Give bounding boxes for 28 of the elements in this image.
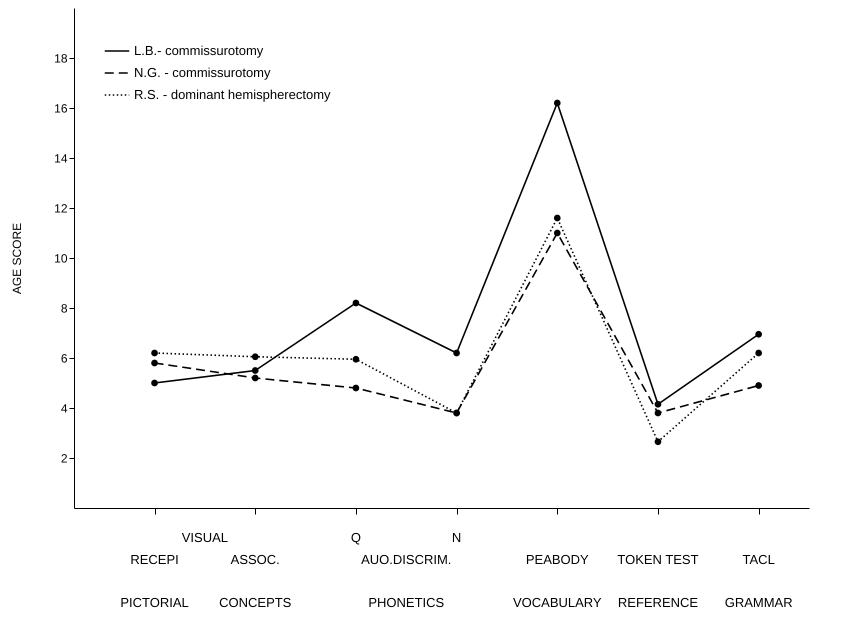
x-tick-label: RECEPI — [130, 552, 179, 567]
text: AUO.DISCRIM. — [361, 552, 452, 567]
y-tick-label: 16 — [54, 102, 68, 116]
text: VOCABULARY — [512, 595, 602, 610]
x-tick-label: PEABODY — [526, 552, 590, 567]
text: REFERENCE — [618, 595, 698, 610]
x-tick-label: Q — [350, 530, 361, 545]
y-tick-label: 12 — [54, 202, 68, 216]
text: CONCEPTS — [219, 595, 292, 610]
y-axis-title: AGE SCORE — [10, 222, 24, 294]
legend-label: N.G. - commissurotomy — [134, 65, 272, 80]
y-tick-label: 2 — [60, 452, 68, 466]
y-tick-label: 10 — [54, 252, 68, 266]
y-tick-label: 8 — [60, 302, 68, 316]
y-tick-label: 14 — [54, 152, 68, 166]
y-tick-label: 4 — [60, 402, 68, 416]
legend-label: L.B.- commissurotomy — [134, 43, 264, 58]
legend-label: R.S. - dominant hemispherectomy — [134, 87, 332, 102]
y-tick-label: 18 — [54, 52, 68, 66]
y-tick-label: 6 — [60, 352, 68, 366]
text: PHONETICS — [368, 595, 445, 610]
x-tick-label: TOKEN TEST — [617, 552, 699, 567]
x-tick-label: ASSOC. — [230, 552, 280, 567]
text: VISUAL — [182, 530, 228, 545]
text: GRAMMAR — [724, 595, 793, 610]
x-tick-label: TACL — [742, 552, 775, 567]
text: PICTORIAL — [120, 595, 189, 610]
x-tick-label: N — [452, 530, 462, 545]
